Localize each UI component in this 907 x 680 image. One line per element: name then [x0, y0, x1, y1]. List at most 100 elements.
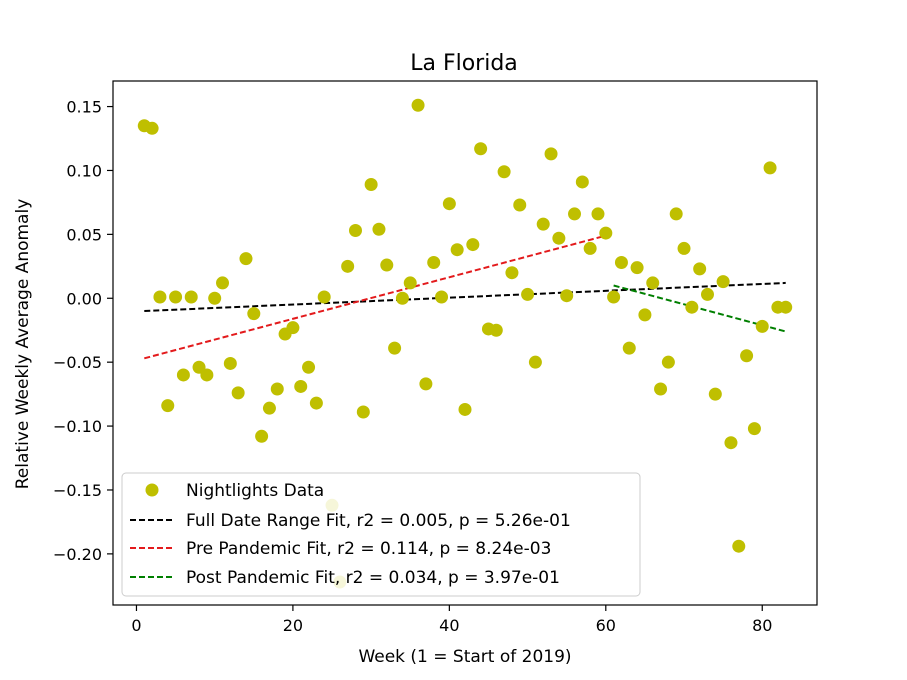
- data-point: [599, 226, 613, 240]
- data-point: [732, 539, 746, 553]
- fit-line-1: [144, 234, 607, 360]
- x-tick-label: 80: [752, 616, 772, 635]
- data-point: [568, 207, 582, 221]
- data-point: [419, 377, 433, 391]
- x-tick-label: 20: [283, 616, 303, 635]
- data-point: [239, 252, 253, 266]
- fit-line-0: [144, 281, 786, 313]
- data-point: [763, 161, 777, 175]
- legend-label-nightlights: Nightlights Data: [186, 481, 324, 501]
- data-point: [388, 341, 402, 355]
- data-point: [536, 217, 550, 231]
- data-point: [403, 276, 417, 290]
- y-tick-label: 0.00: [66, 289, 102, 308]
- data-point: [747, 422, 761, 436]
- data-point: [450, 243, 464, 257]
- data-point: [255, 429, 269, 443]
- y-axis-ticks: 0.15 0.10 0.05 0.00 −0.05 −0.10 −0.15 −0.20: [53, 98, 113, 564]
- x-axis-ticks: 0 20 40 60 80: [131, 605, 772, 635]
- data-point: [700, 287, 714, 301]
- data-point: [661, 355, 675, 369]
- data-point: [630, 261, 644, 275]
- legend-marker-nightlights: [145, 483, 159, 497]
- data-point: [560, 289, 574, 303]
- data-point: [755, 319, 769, 333]
- data-point: [528, 355, 542, 369]
- legend-label-post-pandemic-fit: Post Pandemic Fit, r2 = 0.034, p = 3.97e…: [186, 568, 560, 588]
- data-point: [364, 178, 378, 192]
- y-axis-label: Relative Weekly Average Anomaly: [13, 199, 33, 490]
- data-point: [270, 382, 284, 396]
- data-point: [262, 401, 276, 415]
- y-tick-label: −0.20: [53, 545, 102, 564]
- data-point: [622, 341, 636, 355]
- data-point: [654, 382, 668, 396]
- x-tick-label: 40: [439, 616, 459, 635]
- data-point: [161, 399, 175, 413]
- data-point: [638, 308, 652, 322]
- data-point: [380, 258, 394, 272]
- data-point: [411, 98, 425, 112]
- data-point: [372, 222, 386, 236]
- y-tick-label: −0.10: [53, 417, 102, 436]
- data-point: [247, 307, 261, 321]
- y-tick-label: 0.05: [66, 225, 102, 244]
- data-point: [575, 175, 589, 189]
- legend-label-full-fit: Full Date Range Fit, r2 = 0.005, p = 5.2…: [186, 511, 571, 531]
- data-point: [427, 255, 441, 269]
- data-point: [716, 275, 730, 289]
- y-tick-label: −0.15: [53, 481, 102, 500]
- x-axis-label: Week (1 = Start of 2019): [358, 647, 571, 667]
- data-point: [607, 290, 621, 304]
- data-point: [216, 276, 230, 290]
- data-point: [153, 290, 167, 304]
- legend-label-pre-pandemic-fit: Pre Pandemic Fit, r2 = 0.114, p = 8.24e-…: [186, 539, 551, 559]
- data-points: [137, 98, 793, 589]
- y-tick-label: −0.05: [53, 353, 102, 372]
- data-point: [145, 121, 159, 135]
- data-point: [466, 238, 480, 252]
- data-point: [591, 207, 605, 221]
- data-point: [708, 387, 722, 401]
- data-point: [458, 402, 472, 416]
- data-point: [779, 300, 793, 314]
- data-point: [740, 349, 754, 363]
- data-point: [489, 323, 503, 337]
- data-point: [614, 255, 628, 269]
- data-point: [176, 368, 190, 382]
- x-tick-label: 60: [596, 616, 616, 635]
- data-point: [583, 241, 597, 255]
- data-point: [208, 291, 222, 305]
- data-point: [513, 198, 527, 212]
- data-point: [442, 197, 456, 211]
- legend-box: [121, 472, 641, 597]
- data-point: [341, 259, 355, 273]
- data-point: [521, 287, 535, 301]
- data-point: [356, 405, 370, 419]
- y-tick-label: 0.10: [66, 161, 102, 180]
- data-point: [685, 300, 699, 314]
- data-point: [435, 290, 449, 304]
- y-tick-label: 0.15: [66, 98, 102, 117]
- data-point: [395, 291, 409, 305]
- data-point: [294, 379, 308, 393]
- legend: Nightlights Data Full Date Range Fit, r2…: [121, 472, 641, 597]
- data-point: [677, 241, 691, 255]
- data-point: [646, 276, 660, 290]
- data-point: [200, 368, 214, 382]
- data-point: [552, 231, 566, 245]
- data-point: [348, 224, 362, 238]
- chart-title: La Florida: [410, 51, 518, 76]
- data-point: [544, 147, 558, 161]
- x-tick-label: 0: [131, 616, 141, 635]
- data-point: [184, 290, 198, 304]
- data-point: [302, 360, 316, 374]
- data-point: [309, 396, 323, 410]
- data-point: [317, 290, 331, 304]
- data-point: [724, 436, 738, 450]
- data-point: [497, 165, 511, 179]
- data-point: [286, 321, 300, 335]
- data-point: [505, 266, 519, 280]
- data-point: [474, 142, 488, 156]
